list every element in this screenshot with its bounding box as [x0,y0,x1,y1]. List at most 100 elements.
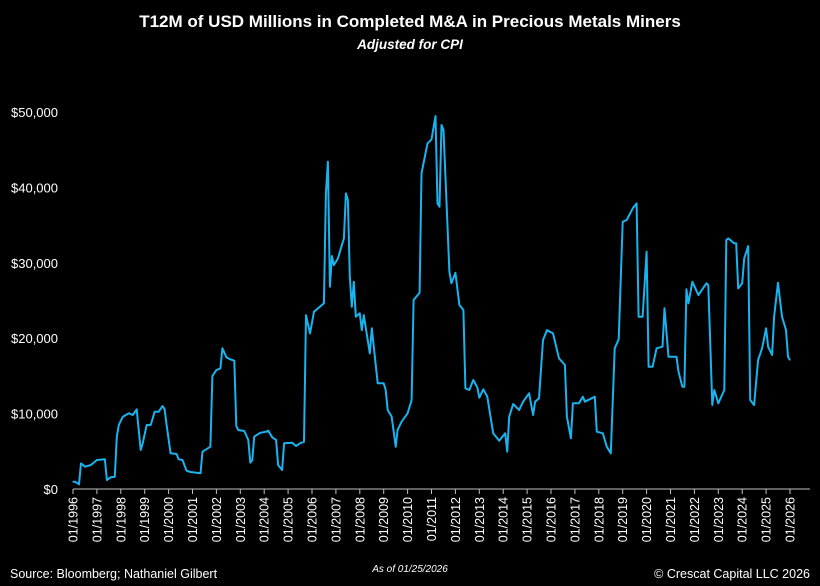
data-point [773,316,775,318]
data-point [74,481,76,483]
data-point [610,452,612,454]
data-point [626,219,628,221]
data-point [655,347,658,349]
x-tick-label: 01/1998 [114,497,128,542]
data-point [249,462,251,464]
x-tick-label: 01/2002 [210,497,224,542]
data-point [345,192,347,194]
data-point [506,451,508,453]
data-point [582,396,584,398]
data-point [84,466,86,468]
data-point [313,311,315,313]
data-point [331,255,333,257]
data-point [175,453,178,455]
data-point [757,359,759,361]
data-point [110,476,112,478]
data-point [771,354,773,356]
x-tick-label: 01/2019 [616,497,630,542]
data-point [632,207,634,209]
data-point [486,396,488,398]
data-point [211,375,214,377]
data-point [646,251,648,253]
chart-title: T12M of USD Millions in Completed M&A in… [139,12,681,31]
data-point [552,332,554,334]
data-point [325,192,327,194]
data-point [122,416,124,418]
data-point [215,369,217,371]
data-point [305,314,307,316]
data-point [735,242,737,244]
data-point [522,401,524,403]
data-point [450,282,453,284]
data-point [518,409,520,411]
data-point [353,281,355,283]
data-point [638,316,640,318]
data-point [407,412,409,414]
data-point [663,307,666,309]
data-point [303,441,305,443]
data-point [106,479,108,481]
data-point [291,442,293,444]
data-point [162,405,164,407]
data-point [136,408,138,410]
chart-subtitle: Adjusted for CPI [356,37,463,52]
data-point [140,449,142,451]
series-layer [72,115,791,486]
data-point [508,416,510,418]
x-tick-label: 01/2006 [306,497,320,542]
data-point [347,199,349,201]
data-point [705,282,707,284]
x-tick-label: 01/2004 [258,497,272,542]
data-point [777,282,779,284]
data-point [675,356,678,358]
data-point [247,439,249,441]
x-tick-label: 01/2026 [784,497,798,542]
x-tick-label: 01/2016 [545,497,559,542]
data-point [309,332,311,334]
x-tick-label: 01/2013 [473,497,487,542]
copyright-note: © Crescat Capital LLC 2026 [654,567,810,581]
x-tick-label: 01/2017 [568,497,582,542]
data-point [221,347,223,349]
data-point [542,339,544,341]
x-tick-label: 01/2024 [736,497,750,542]
data-point [118,424,120,426]
data-point [189,471,192,473]
data-point [727,237,729,239]
x-tick-label: 01/1997 [90,497,104,542]
data-point [185,470,188,472]
data-point [219,367,221,369]
data-point [546,329,548,331]
data-point [359,312,361,314]
data-point [259,432,261,434]
data-point [158,411,160,413]
data-point [685,288,688,290]
x-tick-label: 01/2009 [377,497,391,542]
data-point [78,483,80,485]
data-point [426,142,429,144]
data-point [96,459,98,461]
y-tick-label: $30,000 [11,256,58,271]
data-point [462,309,464,311]
data-point [397,429,399,431]
data-point [438,206,441,208]
data-point [154,411,156,413]
data-point [636,202,638,204]
data-point [146,424,148,426]
data-point [749,399,751,401]
data-point [614,347,616,349]
x-tick-label: 01/2005 [282,497,296,542]
data-point [578,402,580,404]
data-point [401,421,403,423]
data-point [622,221,624,223]
data-point [355,316,357,318]
data-point [387,409,389,411]
data-point [142,442,144,444]
data-point [472,379,474,381]
data-point [209,446,212,448]
data-point [781,316,783,318]
data-point [90,464,92,466]
data-point [412,299,415,301]
data-point [677,371,680,373]
data-point [584,401,586,403]
